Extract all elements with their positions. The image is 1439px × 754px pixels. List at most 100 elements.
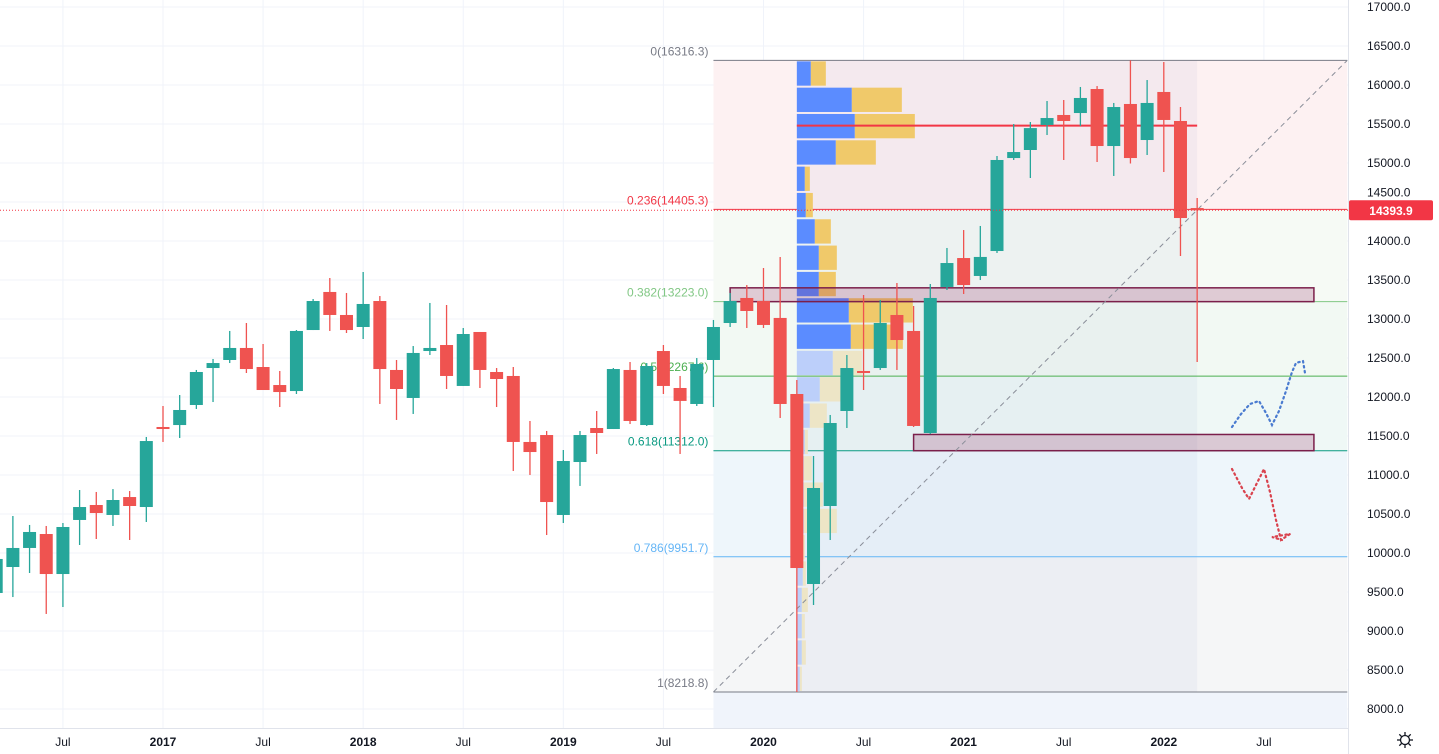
gear-icon[interactable]: [1396, 731, 1414, 749]
candle-body: [173, 409, 187, 426]
candle: [807, 456, 821, 605]
candle: [756, 268, 770, 329]
volume-profile-down-bar: [819, 377, 843, 402]
candle-body: [206, 363, 220, 369]
candle-body: [6, 547, 20, 568]
price-tick-label: 14500.0: [1367, 185, 1411, 199]
last-price-label: 14393.9: [1369, 204, 1413, 218]
candle: [273, 370, 287, 408]
volume-profile-up-bar: [796, 350, 833, 376]
candle-body: [1073, 97, 1087, 114]
bearish-projection-path: [1230, 465, 1291, 542]
candle: [656, 345, 670, 394]
candle: [857, 295, 871, 391]
price-tick-label: 9500.0: [1367, 585, 1404, 599]
fib-level-label: 0.236(14405.3): [627, 193, 708, 207]
candle: [1023, 121, 1037, 179]
price-tick-label: 9000.0: [1367, 624, 1404, 638]
time-axis[interactable]: [0, 728, 1348, 754]
support-resistance-zone: [912, 433, 1315, 452]
candle: [606, 368, 620, 430]
volume-profile-down-bar: [810, 61, 826, 86]
candle-body: [390, 369, 404, 390]
candle-body: [506, 375, 520, 442]
price-tick-label: 12500.0: [1367, 351, 1411, 365]
candle: [490, 368, 504, 408]
candle-body: [756, 301, 770, 325]
candle-body: [89, 504, 103, 514]
candle: [1107, 102, 1121, 176]
volume-profile-down-bar: [802, 561, 806, 586]
candle: [990, 156, 1004, 253]
price-tick-label: 16000.0: [1367, 78, 1411, 92]
volume-profile-down-bar: [801, 587, 808, 613]
candle: [940, 247, 954, 291]
price-tick-label: 17000.0: [1367, 0, 1411, 14]
volume-profile-down-bar: [835, 140, 876, 165]
time-tick-label: Jul: [456, 735, 471, 749]
volume-profile-down-bar: [799, 666, 802, 691]
candle: [506, 367, 520, 471]
volume-profile-up-bar: [796, 561, 803, 586]
time-tick-label: Jul: [1056, 735, 1071, 749]
time-tick-label: 2022: [1150, 735, 1177, 749]
candle-body: [23, 531, 37, 548]
candle-body: [606, 369, 620, 430]
volume-profile-down-bar: [803, 456, 812, 481]
candle-body: [990, 159, 1004, 252]
candle: [456, 328, 470, 386]
candle: [540, 430, 554, 536]
candle: [590, 410, 604, 454]
volume-profile-up-bar: [796, 61, 811, 86]
candle-body: [790, 393, 804, 569]
time-tick-label: Jul: [255, 735, 270, 749]
candle: [1057, 100, 1071, 160]
price-tick-label: 8000.0: [1367, 702, 1404, 716]
candle-body: [573, 435, 587, 463]
volume-profile-down-bar: [805, 192, 813, 218]
time-tick-label: 2021: [950, 735, 977, 749]
volume-profile-up-bar: [796, 192, 806, 218]
candle-body: [590, 428, 604, 433]
candle: [173, 395, 187, 438]
candle-body: [39, 534, 53, 575]
candle: [39, 525, 53, 614]
candle-body: [540, 435, 554, 503]
candle: [890, 282, 904, 370]
candle-body: [873, 323, 887, 369]
price-tick-label: 11500.0: [1367, 429, 1410, 443]
volume-profile-up-bar: [796, 245, 819, 270]
price-axis[interactable]: [1348, 0, 1439, 754]
candle-body: [940, 263, 954, 287]
candle: [6, 515, 20, 598]
candle: [840, 354, 854, 429]
candle: [623, 362, 637, 425]
price-tick-label: 12000.0: [1367, 390, 1411, 404]
candle-body: [640, 365, 654, 426]
candle-body: [106, 500, 120, 515]
candle-body: [1107, 107, 1121, 147]
time-tick-label: Jul: [55, 735, 70, 749]
candle-body: [273, 385, 287, 393]
volume-profile-down-bar: [814, 219, 831, 244]
candle: [790, 380, 804, 692]
candle: [1173, 107, 1187, 257]
candle: [773, 257, 787, 419]
candle-body: [1190, 208, 1204, 211]
price-tick-label: 13500.0: [1367, 273, 1411, 287]
price-tick-label: 15000.0: [1367, 156, 1411, 170]
candle: [256, 343, 270, 391]
candle: [423, 302, 437, 355]
candle-body: [656, 351, 670, 386]
candle-body: [1173, 120, 1187, 219]
candle-body: [339, 314, 353, 331]
candle: [0, 558, 3, 593]
volume-profile-up-bar: [796, 271, 819, 297]
candle: [156, 406, 170, 442]
candle: [823, 414, 837, 541]
candle: [723, 292, 737, 327]
fib-level-label: 0.618(11312.0): [628, 435, 709, 449]
volume-profile-up-bar: [796, 324, 851, 349]
candle-body: [706, 326, 720, 360]
